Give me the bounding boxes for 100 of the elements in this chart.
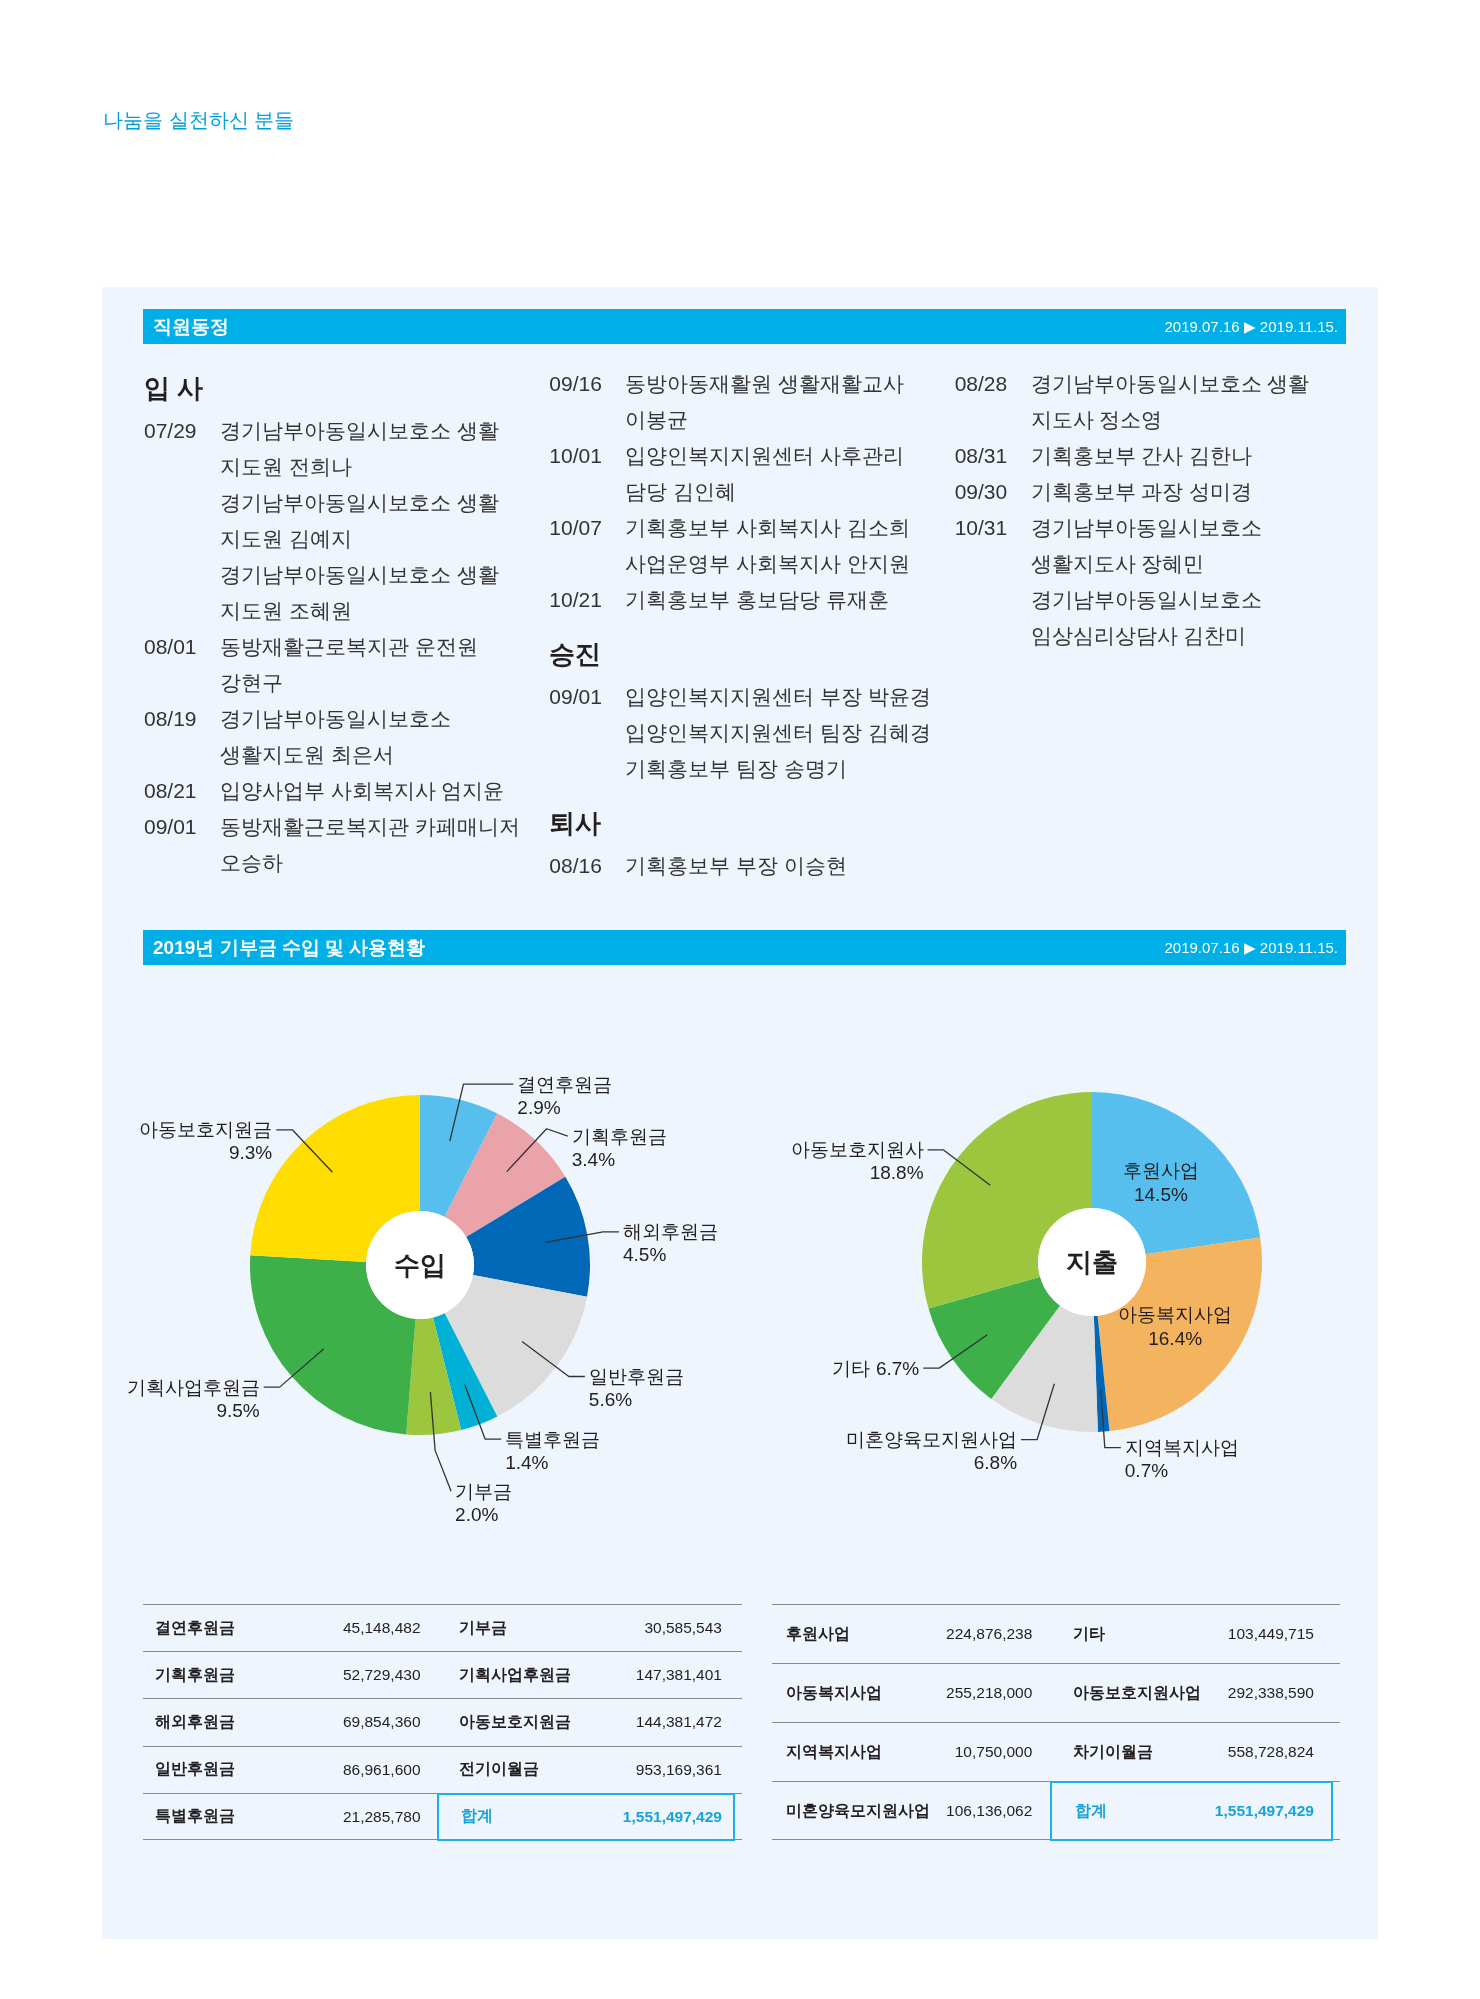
text: 2019.07.16 ▶ 2019.11.15. [1164,317,1338,337]
text: 입양인복지지원센터 팀장 김혜경 [625,720,931,746]
text: 52,729,430 [341,1666,422,1685]
category-label: 08/16 [549,853,603,879]
text: 입양인복지지원센터 사후관리 담당 김인혜 [625,443,905,505]
slice-label: 결연후원금 [517,1073,613,1095]
category-label: 합계 [459,1806,494,1827]
data-label: 9.3% [228,1142,273,1164]
text: 동방재활근로복지관 카페매니저 오승하 [220,814,520,876]
data-label: 3.4% [571,1148,616,1170]
text: 경기남부아동일시보호소 생활 지도원 김예지 [220,490,499,552]
text: 1,551,497,429 [621,1807,723,1826]
slice-label: 아동복지사업 [1118,1304,1233,1326]
text: 경기남부아동일시보호소 생활지도원 최은서 [220,706,451,768]
text: 224,876,238 [945,1625,1034,1643]
donut-slice [406,1317,462,1435]
donut-slice [433,1313,498,1430]
text: 21,285,780 [341,1807,422,1826]
category-label: 아동보호지원사업 [1072,1682,1203,1703]
data-label: 2.0% [455,1503,499,1525]
text: 255,218,000 [945,1684,1034,1702]
text: 1,551,497,429 [1213,1802,1315,1820]
text: 147,381,401 [634,1666,723,1685]
slice-label: 지역복지사업 [1124,1437,1239,1459]
donut-slice [928,1276,1060,1399]
text: 동방재활근로복지관 운전원 강현구 [220,634,478,696]
category-label: 08/19 [144,706,198,732]
category-label: 10/07 [549,515,603,541]
data-label: 0.7% [1124,1460,1169,1482]
donut-slice [1093,1315,1110,1432]
category-label: 08/01 [144,634,198,660]
donut-slice [444,1275,588,1417]
text: 기획홍보부 사회복지사 김소희 [625,515,910,541]
text: 2019.07.16 ▶ 2019.11.15. [1164,938,1338,958]
text: 30,585,543 [643,1619,723,1638]
data-label: 2.9% [517,1096,561,1118]
slice-label: 특별후원금 [505,1428,601,1450]
text: 입 사 [144,372,205,405]
slice-label: 후원사업 [1122,1159,1199,1181]
text: 69,854,360 [341,1713,422,1732]
data-label: 14.5% [1134,1183,1188,1205]
category-label: 09/01 [549,684,603,710]
category-label: 기획사업후원금 [457,1664,572,1685]
text: 퇴사 [549,807,603,840]
category-label: 09/30 [954,479,1009,505]
data-label: 5.6% [588,1389,633,1411]
donut-slice [444,1113,566,1237]
text: 동방아동재활원 생활재활교사 이봉균 [625,371,905,433]
text: 경기남부아동일시보호소 임상심리상담사 김찬미 [1030,587,1262,649]
category-label: 아동보호지원금 [457,1712,572,1732]
donut-slice [420,1095,498,1217]
text: 86,961,600 [341,1760,422,1779]
category-label: 09/01 [144,814,198,840]
text: 기획홍보부 간사 김한나 [1030,443,1253,469]
text: 수입 [394,1250,446,1280]
slice-label: 기획사업후원금 [126,1376,260,1398]
slice-label: 아동보호지원금 [139,1119,273,1141]
category-label: 해외후원금 [154,1712,236,1732]
text: 106,136,062 [946,1802,1033,1819]
text: 경기남부아동일시보호소 생활지도사 장혜민 [1030,515,1262,577]
text: 45,148,482 [341,1619,422,1638]
category-label: 08/28 [954,371,1009,397]
category-label: 아동복지사업 [785,1682,883,1703]
donut-slice [991,1305,1098,1432]
text: 144,381,472 [634,1713,723,1732]
text: 기획홍보부 부장 이승현 [625,853,847,879]
data-label: 4.5% [623,1244,667,1266]
text: 사업운영부 사회복지사 안지원 [625,551,910,577]
text: 기획홍보부 팀장 송명기 [625,756,847,782]
data-label: 1.4% [505,1451,549,1473]
donut-slice [466,1176,590,1297]
category-label: 차기이월금 [1072,1741,1155,1762]
text: 기획홍보부 과장 성미경 [1030,479,1253,505]
category-label: 일반후원금 [154,1759,236,1780]
category-label: 10/31 [954,515,1009,541]
slice-label: 기부금 [455,1480,513,1502]
category-label: 기부금 [457,1617,508,1638]
category-label: 기획후원금 [154,1664,236,1685]
category-label: 지역복지사업 [785,1741,883,1762]
category-label: 09/16 [549,371,603,397]
text: 경기남부아동일시보호소 생활 지도원 조혜원 [220,562,499,624]
category-label: 08/21 [144,778,198,804]
category-label: 결연후원금 [154,1617,236,1638]
slice-label: 아동보호지원사 [790,1139,924,1161]
category-label: 특별후원금 [154,1806,236,1827]
slice-label: 기타 [831,1357,870,1379]
category-label: 후원사업 [785,1623,851,1644]
category-label: 미혼양육모지원사업 [785,1800,930,1821]
data-label: 18.8% [869,1162,924,1184]
text: 953,169,361 [634,1760,723,1779]
slice-label: 기획후원금 [571,1125,667,1147]
slice-label: 미혼양육모지원사업 [846,1429,1018,1451]
text: 경기남부아동일시보호소 생활 지도원 전희나 [220,418,499,480]
data-label: 16.4% [1148,1328,1203,1350]
data-label: 6.7% [875,1357,920,1379]
slice-label: 일반후원금 [588,1366,684,1388]
text: 103,449,715 [1226,1625,1315,1643]
text: 지출 [1066,1247,1118,1277]
text: 2019년 기부금 수입 및 사용현황 [153,936,426,960]
category-label: 전기이월금 [457,1759,540,1780]
